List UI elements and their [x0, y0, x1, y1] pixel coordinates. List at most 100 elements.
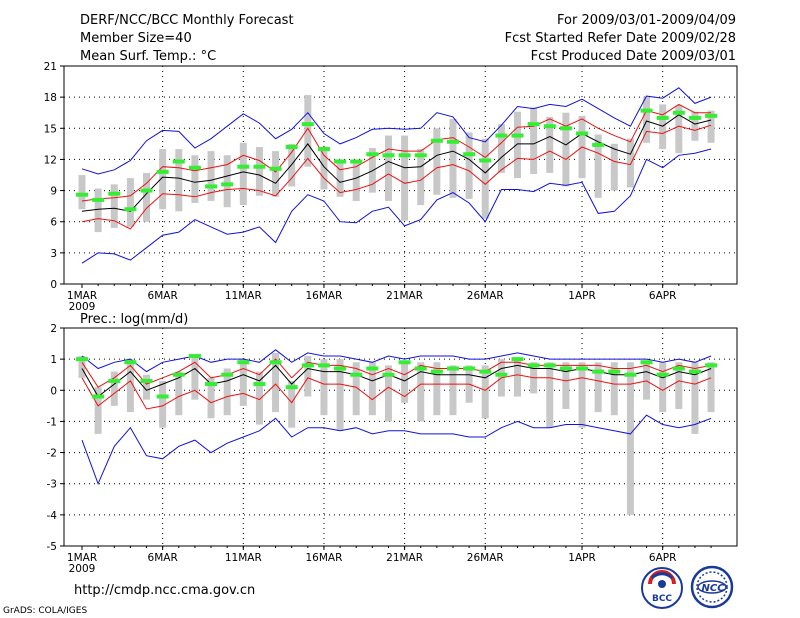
observed-marker: [656, 372, 669, 377]
spread-bar: [78, 356, 86, 378]
x-tick-label: 6MAR: [148, 290, 178, 302]
observed-marker: [366, 152, 379, 157]
observed-marker: [705, 113, 718, 118]
observed-marker: [172, 159, 185, 164]
spread-bar: [159, 149, 167, 210]
precip-panel-title: Prec.: log(mm/d): [80, 312, 188, 327]
observed-marker: [188, 165, 201, 170]
spread-bar: [110, 184, 118, 228]
spread-bar: [255, 371, 263, 425]
observed-marker: [398, 360, 411, 365]
forecast-period-label: For 2009/03/01-2009/04/09: [557, 13, 736, 28]
inner-upper-line: [81, 103, 712, 202]
spread-bar: [320, 146, 328, 190]
observed-marker: [414, 366, 427, 371]
spread-bar: [465, 132, 473, 199]
spread-bar: [175, 149, 183, 212]
spread-bar: [272, 151, 280, 197]
observed-marker: [205, 382, 218, 387]
observed-marker: [430, 138, 443, 143]
spread-bar: [449, 365, 457, 416]
x-tick-label: 11MAR: [225, 290, 262, 302]
observed-marker: [382, 153, 395, 158]
observed-marker: [414, 153, 427, 158]
inner-upper-line: [81, 358, 712, 388]
spread-bar: [336, 159, 344, 197]
observed-marker: [656, 115, 669, 120]
observed-marker: [527, 363, 540, 368]
observed-marker: [479, 158, 492, 163]
spread-bar: [417, 362, 425, 422]
observed-marker: [366, 366, 379, 371]
observed-marker: [350, 372, 363, 377]
observed-marker: [511, 357, 524, 362]
spread-bar: [207, 377, 215, 419]
spread-bar: [626, 362, 634, 515]
observed-marker: [624, 372, 637, 377]
observed-marker: [592, 369, 605, 374]
spread-bar: [78, 175, 86, 210]
outer-upper-line: [81, 87, 712, 175]
observed-marker: [108, 191, 121, 196]
observed-marker: [237, 164, 250, 169]
spread-bar: [610, 143, 618, 191]
observed-marker: [76, 192, 88, 197]
observed-marker: [511, 133, 524, 138]
spread-bar: [643, 97, 651, 143]
observed-marker: [317, 147, 330, 152]
outer-lower-line: [81, 148, 712, 264]
observed-marker: [527, 122, 540, 127]
observed-marker: [495, 133, 508, 138]
y-tick-label: 18: [44, 92, 57, 104]
y-tick-label: -1: [47, 416, 57, 428]
observed-marker: [688, 369, 701, 374]
observed-marker: [108, 378, 121, 383]
observed-marker: [334, 159, 347, 164]
y-tick-label: 1: [50, 354, 57, 366]
spread-bar: [594, 362, 602, 413]
observed-marker: [188, 354, 201, 359]
spread-bar: [481, 365, 489, 419]
observed-marker: [221, 182, 234, 187]
spread-bar: [707, 362, 715, 413]
spread-bar: [288, 380, 296, 428]
spread-bar: [659, 362, 667, 413]
observed-marker: [253, 164, 266, 169]
spread-bar: [578, 362, 586, 428]
observed-marker: [576, 366, 589, 371]
spread-bar: [497, 124, 505, 173]
observed-marker: [688, 115, 701, 120]
outer-upper-line: [81, 349, 712, 373]
observed-marker: [543, 363, 556, 368]
y-tick-label: 6: [50, 217, 57, 229]
spread-bar: [675, 362, 683, 409]
x-tick-label: 6APR: [649, 552, 677, 564]
observed-marker: [140, 188, 153, 193]
observed-marker: [221, 372, 234, 377]
ensemble-mean-line: [81, 364, 712, 398]
y-tick-label: 0: [50, 385, 57, 397]
observed-marker: [92, 394, 105, 399]
spread-bar: [594, 134, 602, 198]
spread-bar: [530, 107, 538, 174]
grads-credit: GrADS: COLA/IGES: [3, 606, 87, 616]
spread-bar: [239, 359, 247, 406]
spread-bar: [562, 112, 570, 187]
start-date-label: Fcst Started Refer Date 2009/02/28: [505, 31, 736, 46]
spread-bar: [707, 110, 715, 143]
observed-marker: [350, 159, 363, 164]
observed-marker: [76, 357, 88, 362]
spread-bar: [272, 352, 280, 413]
spread-bar: [433, 128, 441, 195]
x-tick-label: 16MAR: [305, 290, 342, 302]
observed-marker: [172, 372, 185, 377]
observed-marker: [301, 122, 314, 127]
observed-marker: [543, 124, 556, 129]
outer-lower-line: [81, 414, 712, 486]
observed-marker: [430, 369, 443, 374]
observed-marker: [463, 152, 476, 157]
y-tick-label: 2: [50, 323, 57, 335]
observed-marker: [640, 108, 653, 113]
spread-bar: [610, 362, 618, 416]
